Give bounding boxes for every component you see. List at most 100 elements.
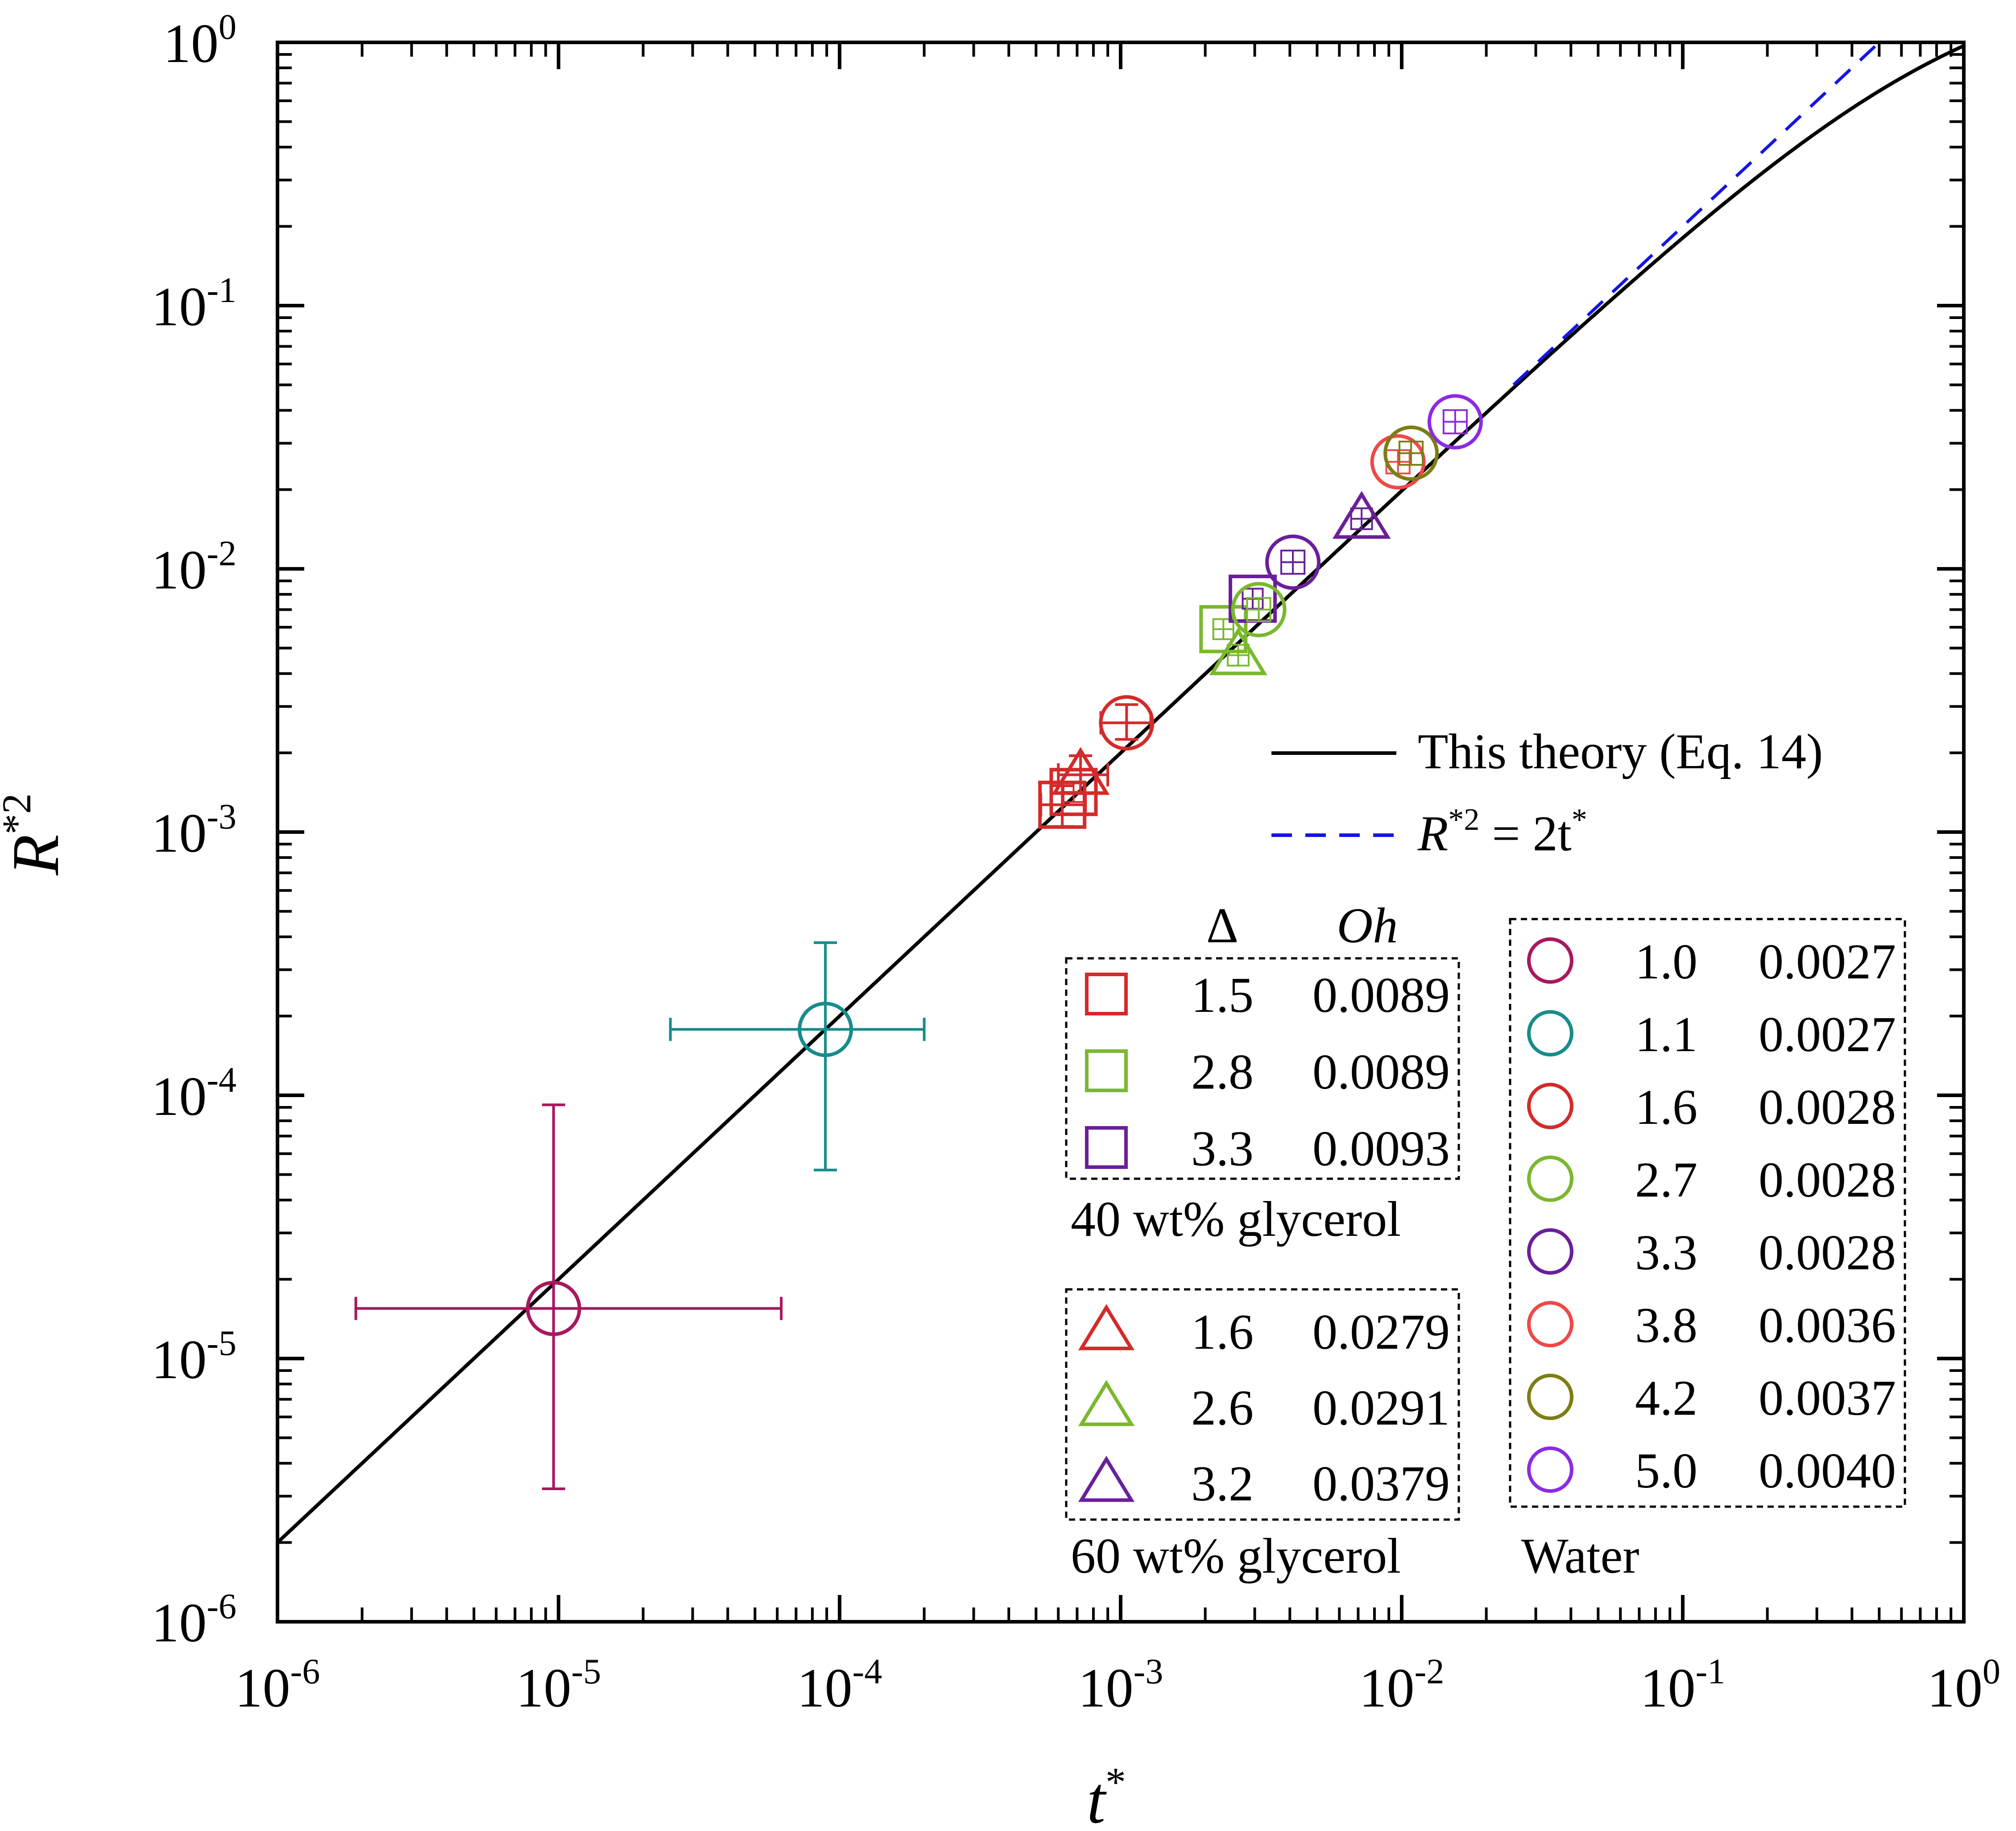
- x-tick-label-base: 10: [516, 1657, 571, 1719]
- y-tick-label-exp: -2: [207, 534, 236, 573]
- data-point-circle-shape: [1370, 434, 1426, 490]
- legend-water-delta: 5.0: [1635, 1443, 1697, 1499]
- legend-water-label: Water: [1521, 1529, 1639, 1584]
- data-point-circle: [1231, 582, 1287, 638]
- x-tick-label-exp: -4: [853, 1652, 882, 1691]
- legend-water-marker-shape: [1527, 1446, 1573, 1493]
- legend-dashed-base: R: [1417, 806, 1448, 862]
- y-tick-label-base: 10: [151, 1066, 207, 1127]
- legend-60wt-glycerol-delta: 2.6: [1191, 1380, 1254, 1436]
- legend-water-marker-shape: [1527, 1083, 1573, 1129]
- x-tick-label: 10-4: [797, 1652, 882, 1719]
- data-point-triangle: [1051, 747, 1110, 795]
- legend-water-oh: 0.0036: [1759, 1298, 1896, 1353]
- data-point-circle-shape: [526, 1280, 581, 1336]
- data-point-circle-shape: [1383, 425, 1439, 481]
- data-point-circle: [798, 1002, 853, 1057]
- legend-water-marker: [1527, 1228, 1573, 1275]
- legend-60wt-glycerol-delta: 1.6: [1191, 1305, 1254, 1360]
- y-tick-label: 10-3: [151, 797, 236, 864]
- legend-groups: 1.5 0.0089 2.8 0.0089 3.3 0.0093 40 wt% glycer…: [1065, 918, 1906, 1584]
- x-tick-label-exp: 0: [1983, 1652, 2000, 1691]
- major-ticks: [276, 41, 1966, 1624]
- markers: [526, 394, 1483, 1336]
- x-axis-label: t*: [1087, 1759, 1126, 1831]
- legend-water: 1.0 0.0027 1.1 0.0027 1.6 0.0028 2.7 0.0028 3.3 0…: [1509, 918, 1906, 1584]
- legend-40wt-glycerol-marker: [1085, 973, 1128, 1015]
- legend-40wt-glycerol-border: [1065, 957, 1460, 1180]
- legend-water-marker: [1527, 1446, 1573, 1493]
- x-tick-label-base: 10: [1078, 1657, 1134, 1719]
- x-tick-label-exp: -5: [571, 1652, 601, 1691]
- plot-frame: [276, 41, 1966, 1624]
- legend-60wt-glycerol: 1.6 0.0279 2.6 0.0291 3.2 0.0379 60 wt% glycer…: [1065, 1288, 1460, 1584]
- x-tick-label: 10-5: [516, 1652, 601, 1719]
- y-tick-label-base: 10: [151, 1592, 207, 1653]
- curves: [276, 41, 1965, 1544]
- y-tick-label-exp: -1: [207, 271, 236, 310]
- x-tick-label-exp: -3: [1134, 1652, 1163, 1691]
- x-tick-label: 10-2: [1359, 1652, 1445, 1719]
- y-axis-label-sup: *2: [0, 793, 39, 834]
- legend-60wt-glycerol-border: [1065, 1288, 1460, 1521]
- legend-water-oh: 0.0040: [1759, 1443, 1896, 1499]
- x-tick-label: 100: [1927, 1652, 2000, 1719]
- x-tick-label-base: 10: [1359, 1657, 1415, 1719]
- legend-dashed-label: R*2 = 2t*: [1417, 803, 1587, 862]
- data-point-circle: [1265, 534, 1321, 590]
- legend-water-marker: [1527, 1010, 1573, 1056]
- legend-60wt-glycerol-label: 60 wt% glycerol: [1071, 1529, 1401, 1584]
- x-tick-label: 10-3: [1078, 1652, 1163, 1719]
- legend-60wt-glycerol-delta: 3.2: [1191, 1456, 1254, 1512]
- y-axis-label: R*2: [0, 793, 73, 876]
- x-tick-label-base: 10: [1640, 1657, 1696, 1719]
- x-axis-label-base: t: [1087, 1763, 1107, 1831]
- y-tick-label: 10-6: [151, 1587, 236, 1653]
- legend-40wt-glycerol-marker-shape: [1085, 1049, 1128, 1092]
- legend-40wt-glycerol-delta: 2.8: [1191, 1044, 1254, 1100]
- legend-water-delta: 3.3: [1635, 1225, 1697, 1280]
- y-tick-label: 10-4: [151, 1060, 236, 1127]
- legend-lines: This theory (Eq. 14) R*2 = 2t*: [1271, 724, 1823, 862]
- legend-water-marker-shape: [1527, 1301, 1573, 1347]
- legend-header: Δ Oh: [1206, 898, 1398, 953]
- legend-header-oh: Oh: [1337, 898, 1398, 953]
- x-tick-label-base: 10: [235, 1657, 290, 1719]
- y-tick-label-exp: -4: [207, 1060, 236, 1100]
- legend-60wt-glycerol-marker-shape: [1078, 1304, 1135, 1350]
- legend-water-marker-shape: [1527, 1374, 1573, 1420]
- data-point-circle-shape: [1099, 695, 1155, 751]
- legend-60wt-glycerol-oh: 0.0279: [1312, 1305, 1450, 1360]
- legend-40wt-glycerol-marker: [1085, 1049, 1128, 1092]
- legend-40wt-glycerol-delta: 3.3: [1191, 1121, 1254, 1176]
- y-tick-label: 100: [163, 8, 236, 74]
- legend-water-delta: 4.2: [1635, 1371, 1697, 1426]
- legend-60wt-glycerol-marker: [1078, 1379, 1135, 1426]
- y-tick-label-base: 10: [151, 1329, 207, 1390]
- dashed-curve: [1512, 41, 1880, 386]
- y-tick-label-base: 10: [163, 13, 219, 74]
- legend-water-marker-shape: [1527, 937, 1573, 984]
- legend-40wt-glycerol-marker-shape: [1085, 1126, 1128, 1169]
- legend-dashed-sup1: *2: [1448, 803, 1479, 837]
- y-axis-label-base: R: [0, 834, 73, 876]
- legend-water-oh: 0.0028: [1759, 1225, 1896, 1280]
- legend-40wt-glycerol: 1.5 0.0089 2.8 0.0089 3.3 0.0093 40 wt% glycer…: [1065, 957, 1460, 1247]
- legend-water-delta: 3.8: [1635, 1298, 1697, 1353]
- legend-dashed-mid: = 2t: [1479, 806, 1571, 862]
- legend-water-delta: 1.0: [1635, 934, 1697, 990]
- legend-dashed-sup2: *: [1572, 803, 1587, 837]
- y-tick-label-base: 10: [151, 539, 207, 601]
- legend-water-marker-shape: [1527, 1156, 1573, 1202]
- legend-water-delta: 1.6: [1635, 1080, 1697, 1135]
- legend-water-marker: [1527, 937, 1573, 984]
- x-axis-label-sup: *: [1105, 1759, 1126, 1805]
- y-tick-label: 10-5: [151, 1324, 236, 1390]
- legend-water-oh: 0.0027: [1759, 1007, 1896, 1062]
- data-point-triangle: [1209, 627, 1267, 675]
- legend-water-oh: 0.0037: [1759, 1371, 1896, 1426]
- legend-water-oh: 0.0028: [1759, 1152, 1896, 1208]
- theory-curve: [276, 44, 1965, 1544]
- legend-60wt-glycerol-oh: 0.0379: [1312, 1456, 1450, 1512]
